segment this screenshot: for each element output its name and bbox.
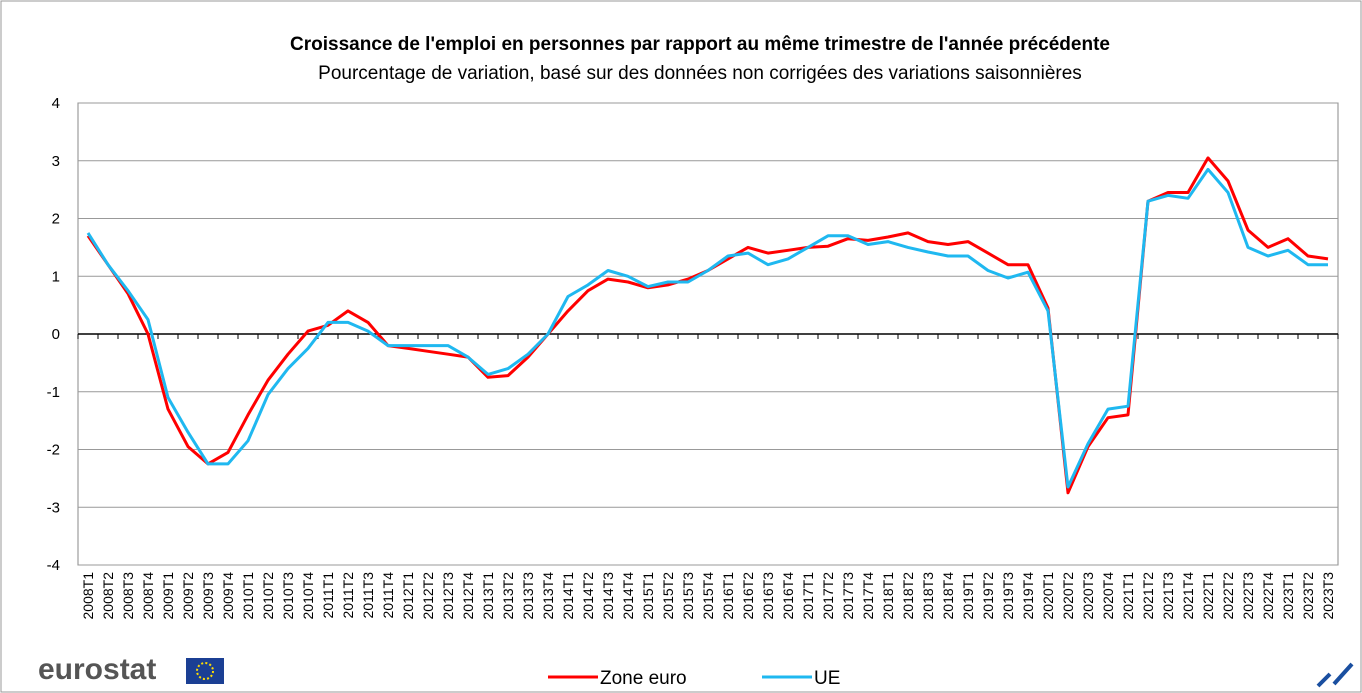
- x-tick-label: 2013T4: [540, 572, 556, 620]
- x-tick-label: 2017T4: [860, 572, 876, 620]
- x-tick-label: 2015T1: [640, 572, 656, 620]
- y-tick-label: -4: [47, 557, 60, 574]
- chart-subtitle: Pourcentage de variation, basé sur des d…: [318, 63, 1082, 84]
- x-tick-label: 2018T1: [880, 572, 896, 620]
- x-tick-label: 2023T3: [1320, 572, 1336, 620]
- x-tick-label: 2010T4: [300, 572, 316, 620]
- x-tick-label: 2015T4: [700, 572, 716, 620]
- x-tick-label: 2008T2: [100, 572, 116, 620]
- x-tick-label: 2023T1: [1280, 572, 1296, 620]
- x-tick-label: 2020T4: [1100, 572, 1116, 620]
- x-tick-label: 2012T2: [420, 572, 436, 620]
- x-tick-label: 2012T3: [440, 572, 456, 620]
- x-tick-label: 2011T2: [340, 572, 356, 619]
- x-tick-label: 2010T1: [240, 572, 256, 620]
- x-tick-label: 2018T2: [900, 572, 916, 620]
- x-tick-label: 2018T3: [920, 572, 936, 620]
- x-tick-label: 2014T4: [620, 572, 636, 620]
- x-tick-label: 2021T1: [1120, 572, 1136, 620]
- y-tick-label: 4: [52, 95, 60, 112]
- x-tick-label: 2017T3: [840, 572, 856, 620]
- x-tick-label: 2023T2: [1300, 572, 1316, 620]
- x-tick-label: 2019T2: [980, 572, 996, 620]
- x-tick-label: 2020T1: [1040, 572, 1056, 620]
- x-tick-label: 2013T3: [520, 572, 536, 620]
- x-tick-label: 2019T1: [960, 572, 976, 620]
- x-tick-label: 2009T3: [200, 572, 216, 620]
- x-tick-label: 2021T3: [1160, 572, 1176, 620]
- x-tick-label: 2017T2: [820, 572, 836, 620]
- x-tick-label: 2012T1: [400, 572, 416, 620]
- logo-text: eurostat: [38, 653, 156, 686]
- x-tick-label: 2009T4: [220, 572, 236, 620]
- y-tick-label: 1: [52, 268, 60, 285]
- x-tick-label: 2016T3: [760, 572, 776, 620]
- eu-stars: [196, 662, 214, 680]
- x-tick-label: 2022T2: [1220, 572, 1236, 620]
- y-tick-label: 2: [52, 211, 60, 228]
- x-tick-label: 2011T4: [380, 572, 396, 619]
- x-tick-label: 2017T1: [800, 572, 816, 620]
- x-tick-label: 2016T2: [740, 572, 756, 620]
- x-tick-label: 2011T3: [360, 572, 376, 619]
- x-tick-label: 2013T2: [500, 572, 516, 620]
- y-tick-label: 3: [52, 153, 60, 170]
- x-tick-label: 2014T1: [560, 572, 576, 620]
- x-tick-label: 2016T4: [780, 572, 796, 620]
- x-tick-label: 2015T2: [660, 572, 676, 620]
- x-tick-label: 2009T2: [180, 572, 196, 620]
- logo-mark: [1316, 662, 1354, 688]
- x-tick-label: 2008T3: [120, 572, 136, 620]
- x-tick-label: 2011T1: [320, 572, 336, 619]
- y-tick-label: -1: [47, 384, 60, 401]
- x-tick-label: 2014T2: [580, 572, 596, 620]
- x-tick-label: 2013T1: [480, 572, 496, 620]
- x-tick-label: 2021T2: [1140, 572, 1156, 620]
- x-tick-label: 2022T4: [1260, 572, 1276, 620]
- y-tick-label: -3: [47, 499, 60, 516]
- y-tick-label: 0: [52, 326, 60, 343]
- x-tick-label: 2022T3: [1240, 572, 1256, 620]
- x-tick-label: 2016T1: [720, 572, 736, 620]
- x-tick-label: 2020T2: [1060, 572, 1076, 620]
- legend-label: Zone euro: [600, 668, 687, 689]
- x-tick-label: 2022T1: [1200, 572, 1216, 620]
- x-tick-label: 2009T1: [160, 572, 176, 620]
- x-tick-label: 2015T3: [680, 572, 696, 620]
- x-tick-label: 2014T3: [600, 572, 616, 620]
- x-tick-label: 2012T4: [460, 572, 476, 620]
- chart-title: Croissance de l'emploi en personnes par …: [290, 34, 1110, 55]
- x-tick-label: 2008T4: [140, 572, 156, 620]
- series-line: [86, 167, 1328, 489]
- y-tick-label: -2: [47, 442, 60, 459]
- x-tick-label: 2020T3: [1080, 572, 1096, 620]
- legend-label: UE: [814, 668, 840, 689]
- x-tick-label: 2010T3: [280, 572, 296, 620]
- eu-flag: [186, 658, 224, 684]
- x-tick-label: 2018T4: [940, 572, 956, 620]
- x-tick-label: 2021T4: [1180, 572, 1196, 620]
- x-tick-label: 2019T4: [1020, 572, 1036, 620]
- x-tick-label: 2010T2: [260, 572, 276, 620]
- x-tick-label: 2008T1: [80, 572, 96, 620]
- x-tick-label: 2019T3: [1000, 572, 1016, 620]
